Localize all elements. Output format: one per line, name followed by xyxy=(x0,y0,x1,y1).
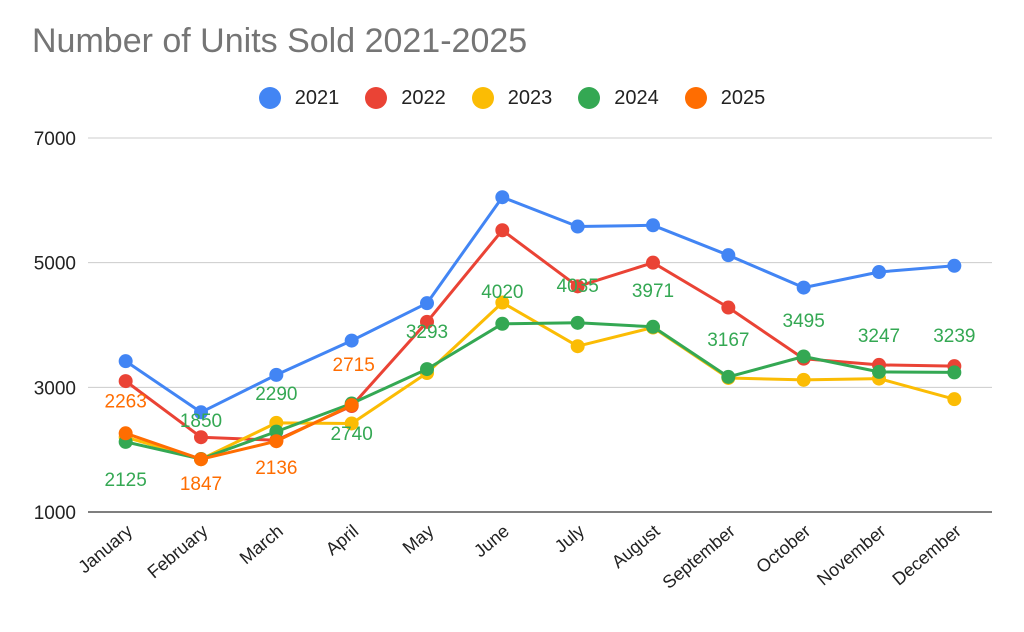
chart-title: Number of Units Sold 2021-2025 xyxy=(32,22,528,60)
data-point xyxy=(495,190,510,205)
data-point xyxy=(947,258,962,273)
legend-marker xyxy=(684,87,707,109)
series-2022 xyxy=(118,223,962,448)
y-tick-label: 5000 xyxy=(34,254,76,275)
legend-marker xyxy=(471,87,494,109)
data-label: 2715 xyxy=(333,355,375,376)
x-tick-label: June xyxy=(470,521,513,561)
data-point xyxy=(344,398,359,413)
legend-entry: 2021 xyxy=(258,86,340,110)
data-point xyxy=(420,362,434,377)
legend-entry: 2024 xyxy=(578,87,659,110)
x-tick-label: November xyxy=(813,521,889,590)
data-point xyxy=(344,416,359,431)
data-point xyxy=(796,349,811,364)
data-point xyxy=(646,319,660,334)
y-tick-label: 3000 xyxy=(34,378,76,399)
data-point xyxy=(118,354,133,369)
series-line xyxy=(124,228,955,442)
x-tick-label: January xyxy=(74,521,136,577)
data-label: 3293 xyxy=(406,322,448,343)
legend-entry: 2023 xyxy=(471,86,553,110)
data-label: 3247 xyxy=(858,326,900,347)
data-point xyxy=(570,219,585,234)
legend-label: 2023 xyxy=(507,86,553,109)
legend-label: 2024 xyxy=(614,86,659,109)
data-point xyxy=(721,300,736,315)
x-tick-label: May xyxy=(399,521,438,558)
data-label: 2740 xyxy=(331,424,373,445)
data-point xyxy=(947,365,962,380)
legend-entry: 2022 xyxy=(365,87,446,110)
legend-label: 2022 xyxy=(401,86,446,109)
data-label: 2136 xyxy=(255,458,297,479)
data-point xyxy=(721,369,736,384)
data-point xyxy=(872,265,886,280)
series-line xyxy=(124,195,955,414)
data-label: 1847 xyxy=(180,474,222,495)
y-tick-label: 7000 xyxy=(34,129,76,150)
data-point xyxy=(118,426,133,441)
data-point xyxy=(118,374,133,389)
data-label: 2263 xyxy=(105,391,147,412)
y-tick-label: 1000 xyxy=(34,503,76,524)
legend-entry: 2025 xyxy=(684,86,766,110)
data-point xyxy=(872,364,886,379)
data-point xyxy=(721,248,736,263)
x-tick-label: September xyxy=(659,521,739,593)
legend-label: 2025 xyxy=(720,86,766,109)
series-line xyxy=(125,403,353,461)
series-2021 xyxy=(118,190,962,420)
data-point xyxy=(344,333,359,348)
series-2025 xyxy=(118,398,359,467)
data-point xyxy=(495,316,510,331)
legend-marker xyxy=(365,87,388,109)
data-point xyxy=(269,424,284,439)
data-point xyxy=(646,255,660,270)
data-point xyxy=(646,218,660,233)
legend: 2021 2022 2023 2024 2025 xyxy=(0,80,1024,116)
legend-label: 2021 xyxy=(294,86,340,109)
legend-marker xyxy=(258,87,281,109)
data-point xyxy=(495,295,510,310)
data-label: 3239 xyxy=(933,326,975,347)
data-point xyxy=(495,223,510,238)
x-tick-label: December xyxy=(888,521,964,590)
data-point xyxy=(796,372,811,387)
data-label: 4020 xyxy=(481,282,523,303)
series-line xyxy=(125,301,955,461)
data-point xyxy=(420,314,434,329)
data-point xyxy=(947,392,962,407)
data-point xyxy=(570,315,585,330)
data-point xyxy=(194,452,208,467)
data-label: 1850 xyxy=(180,411,222,432)
legend-marker xyxy=(578,87,601,109)
data-label: 3495 xyxy=(783,311,825,332)
series-line xyxy=(125,321,955,461)
data-point xyxy=(269,367,284,382)
data-point xyxy=(796,280,811,295)
data-point xyxy=(269,434,284,449)
data-point xyxy=(420,296,434,311)
x-tick-label: March xyxy=(236,521,287,568)
data-label: 3971 xyxy=(632,281,674,302)
x-tick-label: February xyxy=(144,521,212,583)
data-point xyxy=(570,279,585,294)
x-tick-label: April xyxy=(322,521,362,559)
series-2023 xyxy=(118,295,962,467)
data-label: 2125 xyxy=(105,470,147,491)
x-tick-label: October xyxy=(752,521,814,577)
data-label: 4035 xyxy=(557,276,599,297)
data-point xyxy=(194,405,208,420)
data-point xyxy=(194,430,208,445)
data-point xyxy=(570,339,585,354)
x-tick-label: July xyxy=(551,521,588,557)
x-tick-label: August xyxy=(608,521,664,572)
data-label: 2290 xyxy=(255,384,297,405)
data-label: 3167 xyxy=(707,330,749,351)
